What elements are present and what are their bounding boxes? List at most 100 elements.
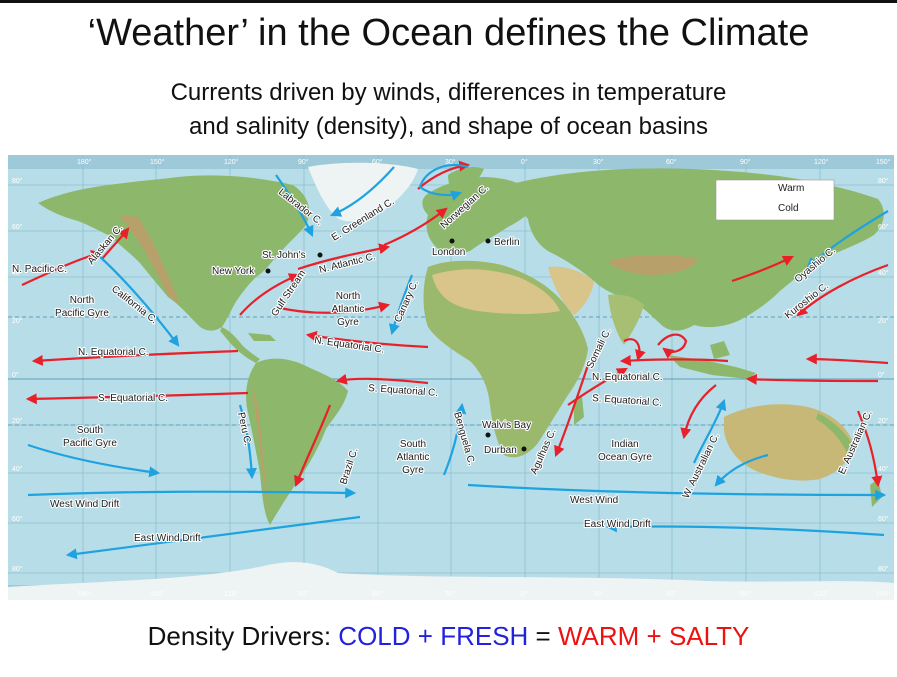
- subtitle-line-1: Currents driven by winds, differences in…: [170, 79, 727, 106]
- footer-plus-1: +: [410, 621, 441, 651]
- australia-coast: [816, 413, 854, 455]
- gyre-indian-line-1: Indian: [611, 439, 638, 450]
- label-n-pacific-current: N. Pacific C.: [12, 264, 67, 275]
- warm-arrow: [21, 250, 103, 286]
- warm-arrow: [383, 207, 448, 247]
- gyre-north-pacific-line-2: Pacific Gyre: [55, 308, 109, 319]
- legend: Warm Cold: [715, 179, 835, 221]
- gyre-north-pacific-line-1: North: [70, 295, 94, 306]
- warm-arrow: [680, 384, 717, 440]
- gyre-north-atlantic-line-1: North: [336, 291, 360, 302]
- lat-left-tick: 80°: [12, 177, 23, 185]
- slide-subtitle: Currents driven by winds, differences in…: [0, 76, 897, 144]
- cold-arrow: [65, 515, 361, 560]
- gyre-south-atlantic-line-2: Atlantic: [397, 452, 430, 463]
- warm-arrow: [31, 349, 239, 366]
- lat-right-tick: 80°: [878, 565, 889, 573]
- gyre-north-atlantic-line-2: Atlantic: [332, 304, 365, 315]
- cold-arrow: [238, 404, 257, 480]
- city-marker: [317, 252, 323, 258]
- lat-right-tick: 60°: [878, 223, 889, 231]
- gyre-south-pacific-line-2: Pacific Gyre: [63, 438, 117, 449]
- city-marker: [485, 238, 491, 244]
- lon-bottom-tick: 30°: [593, 590, 604, 598]
- warm-arrow: [554, 364, 590, 458]
- city-new-york: New York: [212, 266, 255, 277]
- slide-title: ‘Weather’ in the Ocean defines the Clima…: [87, 12, 810, 54]
- lat-right-tick: 60°: [878, 515, 889, 523]
- lon-top-tick: 0°: [521, 158, 528, 166]
- density-drivers-caption: Density Drivers: COLD + FRESH = WARM + S…: [0, 618, 897, 654]
- cold-arrow: [714, 453, 769, 487]
- warm-arrow: [297, 243, 391, 271]
- lon-top-tick: 90°: [298, 158, 309, 166]
- warm-arrow: [657, 333, 688, 359]
- lat-left-tick: 40°: [12, 269, 23, 277]
- warm-arrow: [623, 338, 646, 362]
- warm-arrow: [619, 355, 729, 367]
- label-east-wind-drift-indian: East Wind Drift: [584, 519, 651, 530]
- footer-warm: WARM: [557, 621, 640, 651]
- footer-fresh: FRESH: [440, 621, 529, 651]
- north-america: [38, 175, 310, 331]
- madagascar: [574, 397, 584, 425]
- warm-arrow: [294, 404, 332, 488]
- warm-arrow: [856, 410, 883, 488]
- central-america: [220, 327, 260, 363]
- label-s-equatorial-pacific: S. Equatorial C.: [98, 393, 168, 404]
- lon-top-tick: 30°: [445, 158, 456, 166]
- caribbean-islands: [248, 333, 276, 341]
- lon-top-tick: 120°: [814, 158, 829, 166]
- lon-bottom-tick: 0°: [521, 590, 528, 598]
- lon-top-tick: 150°: [876, 158, 891, 166]
- cold-arrow: [605, 521, 885, 537]
- lat-right-tick: 20°: [878, 317, 889, 325]
- cold-arrow: [389, 274, 414, 336]
- lat-right-tick: 20°: [878, 417, 889, 425]
- lon-bottom-tick: 60°: [666, 590, 677, 598]
- legend-warm-label: Warm: [778, 183, 804, 194]
- gyre-labels: North Pacific Gyre North Atlantic Gyre S…: [54, 290, 654, 477]
- landmasses: [8, 162, 894, 600]
- footer-cold: COLD: [338, 621, 411, 651]
- cold-arrow: [692, 398, 727, 464]
- lon-top-tick: 60°: [666, 158, 677, 166]
- lon-top-tick: 180°: [77, 158, 92, 166]
- lat-left-tick: 60°: [12, 515, 23, 523]
- label-n-equatorial-pacific: N. Equatorial C.: [78, 347, 149, 358]
- lon-bottom-tick: 120°: [224, 590, 239, 598]
- cold-arrow: [418, 163, 469, 201]
- borneo: [710, 341, 730, 359]
- lat-right-tick: 80°: [878, 177, 889, 185]
- india: [608, 294, 644, 345]
- longitude-ticks-top: 180° 150° 120° 90° 60° 30° 0° 30° 60° 90…: [77, 158, 891, 166]
- lon-bottom-tick: 90°: [740, 590, 751, 598]
- cities: St. John's New York London Berlin Walvis…: [211, 236, 532, 457]
- lat-left-tick: 20°: [12, 317, 23, 325]
- cold-arrow: [329, 166, 395, 217]
- lon-bottom-tick: 60°: [372, 590, 383, 598]
- city-durban: Durban: [484, 445, 517, 456]
- warm-currents: [21, 160, 889, 488]
- indonesia: [668, 355, 756, 379]
- city-marker: [265, 268, 271, 274]
- andes: [252, 385, 270, 515]
- warm-arrow: [25, 391, 249, 405]
- australia: [724, 404, 854, 481]
- warm-arrow: [239, 273, 301, 316]
- label-west-wind-indian: West Wind: [570, 495, 618, 506]
- footer-plus-2: +: [639, 621, 669, 651]
- lat-left-tick: 40°: [12, 465, 23, 473]
- gyre-south-atlantic-line-3: Gyre: [402, 465, 424, 476]
- latitude-ticks-left: 80° 60° 40° 20° 0° 20° 40° 60° 80°: [12, 177, 23, 573]
- gyre-south-pacific-line-1: South: [77, 425, 103, 436]
- label-west-wind-drift-pacific: West Wind Drift: [50, 499, 119, 510]
- lon-top-tick: 120°: [224, 158, 239, 166]
- top-rule: [0, 0, 897, 3]
- legend-box: [715, 179, 835, 221]
- gyre-indian-line-2: Ocean Gyre: [598, 452, 652, 463]
- lat-left-tick: 60°: [12, 223, 23, 231]
- longitude-ticks-bottom: 180° 150° 120° 90° 60° 30° 0° 30° 60° 90…: [77, 590, 891, 598]
- lat-right-tick: 40°: [878, 465, 889, 473]
- lat-right-tick: 40°: [878, 269, 889, 277]
